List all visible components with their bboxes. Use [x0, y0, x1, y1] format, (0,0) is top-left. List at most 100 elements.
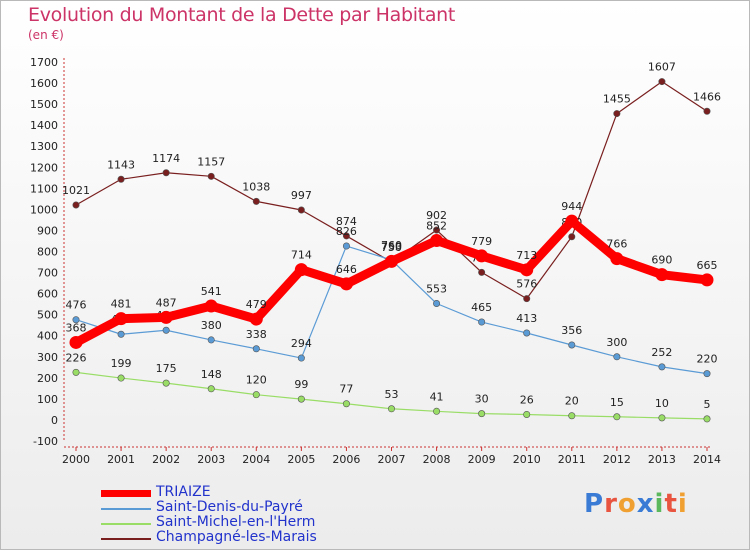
legend-swatch — [101, 490, 151, 497]
x-tick-label: 2010 — [513, 453, 541, 466]
y-tick-label: 1400 — [30, 119, 58, 132]
data-label: 1466 — [693, 90, 721, 103]
data-point — [117, 175, 125, 183]
data-point — [162, 326, 170, 334]
data-label: 380 — [201, 319, 222, 332]
data-point — [523, 295, 531, 303]
x-tick-label: 2012 — [603, 453, 631, 466]
legend-label: Champagné-les-Marais — [156, 529, 317, 545]
data-label: 5 — [704, 398, 711, 411]
data-label: 220 — [697, 353, 718, 366]
y-tick-label: 900 — [37, 224, 58, 237]
data-point — [114, 312, 128, 326]
x-tick-label: 2003 — [197, 453, 225, 466]
data-point — [703, 370, 711, 378]
data-point — [478, 318, 486, 326]
y-tick-label: 1500 — [30, 98, 58, 111]
data-point — [294, 263, 308, 277]
data-point — [613, 413, 621, 421]
data-point — [204, 299, 218, 313]
data-label: 77 — [339, 383, 353, 396]
data-point — [207, 336, 215, 344]
data-point — [613, 353, 621, 361]
logo-letter: t — [664, 489, 678, 519]
data-label: 944 — [561, 200, 582, 213]
data-point — [430, 234, 444, 248]
data-label: 53 — [385, 388, 399, 401]
data-point — [478, 410, 486, 418]
y-tick-label: 600 — [37, 288, 58, 301]
y-tick-label: 100 — [37, 393, 58, 406]
data-point — [162, 379, 170, 387]
data-point — [703, 107, 711, 115]
data-label: 226 — [66, 351, 87, 364]
data-point — [297, 354, 305, 362]
data-point — [342, 232, 350, 240]
data-point — [610, 252, 624, 266]
data-label: 120 — [246, 374, 267, 387]
data-point — [613, 110, 621, 118]
data-label: 713 — [516, 249, 537, 262]
data-point — [72, 368, 80, 376]
data-label: 368 — [66, 321, 87, 334]
y-tick-label: 1700 — [30, 56, 58, 69]
x-tick-label: 2006 — [332, 453, 360, 466]
data-point — [655, 268, 669, 282]
x-tick-label: 2007 — [378, 453, 406, 466]
data-label: 714 — [291, 249, 312, 262]
x-tick-label: 2001 — [107, 453, 135, 466]
data-point — [565, 214, 579, 228]
data-label: 465 — [471, 301, 492, 314]
y-tick-label: 1100 — [30, 182, 58, 195]
legend-swatch — [101, 523, 151, 525]
logo-letter: i — [677, 489, 688, 519]
x-tick-label: 2013 — [648, 453, 676, 466]
data-label: 1607 — [648, 61, 676, 74]
data-point — [703, 415, 711, 423]
data-point — [72, 316, 80, 324]
data-point — [252, 391, 260, 399]
data-label: 10 — [655, 397, 669, 410]
data-label: 541 — [201, 285, 222, 298]
data-point — [72, 201, 80, 209]
data-label: 646 — [336, 263, 357, 276]
data-label: 1455 — [603, 93, 631, 106]
data-label: 1174 — [152, 152, 180, 165]
data-label: 874 — [336, 215, 357, 228]
x-tick-label: 2014 — [693, 453, 721, 466]
data-point — [658, 78, 666, 86]
y-tick-label: 1300 — [30, 140, 58, 153]
y-tick-label: 1200 — [30, 161, 58, 174]
data-label: 99 — [294, 378, 308, 391]
data-point — [520, 263, 534, 277]
x-tick-label: 2011 — [558, 453, 586, 466]
data-label: 300 — [606, 336, 627, 349]
data-point — [385, 254, 398, 268]
data-label: 576 — [516, 278, 537, 291]
data-label: 997 — [291, 189, 312, 202]
data-label: 41 — [430, 390, 444, 403]
chart-subtitle: (en €) — [28, 28, 64, 42]
y-tick-label: 800 — [37, 246, 58, 259]
x-tick-label: 2009 — [468, 453, 496, 466]
data-label: 760 — [381, 239, 402, 252]
data-point — [252, 197, 260, 205]
y-tick-label: 700 — [37, 267, 58, 280]
y-tick-label: 400 — [37, 330, 58, 343]
y-tick-label: -100 — [33, 435, 58, 448]
logo-letter: P — [584, 489, 605, 519]
data-label: 753 — [381, 240, 402, 253]
data-point — [117, 374, 125, 382]
chart-title: Evolution du Montant de la Dette par Hab… — [28, 4, 456, 26]
data-point — [433, 300, 441, 308]
data-point — [252, 345, 260, 353]
data-label: 199 — [111, 357, 132, 370]
legend-label: Saint-Denis-du-Payré — [156, 499, 303, 515]
data-point — [342, 242, 350, 250]
data-label: 779 — [471, 235, 492, 248]
data-point — [523, 410, 531, 418]
data-point — [207, 172, 215, 180]
legend-label: Saint-Michel-en-l'Herm — [156, 514, 316, 530]
data-point — [117, 330, 125, 338]
